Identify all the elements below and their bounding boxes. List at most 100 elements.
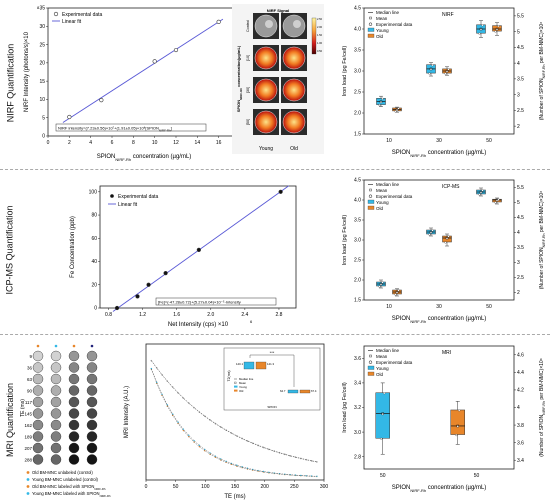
legend-label: Young BM-MNC unlabeled (control) bbox=[32, 477, 99, 482]
well-image bbox=[282, 46, 306, 70]
phantom-well bbox=[50, 396, 62, 408]
data-point bbox=[67, 114, 72, 120]
y-axis-label: Iron load (pg Fe/cell) bbox=[342, 46, 348, 97]
y2-tick-label: 2 bbox=[517, 290, 520, 296]
well-image bbox=[254, 110, 278, 134]
phantom-well bbox=[68, 385, 80, 396]
y-tick-label: 3.5 bbox=[354, 218, 361, 224]
te-label: 207 bbox=[24, 446, 32, 451]
y-tick-label: 4.5 bbox=[354, 178, 361, 184]
phantom-well bbox=[50, 362, 62, 373]
x-tick-label: 0 bbox=[145, 484, 148, 490]
data-point bbox=[429, 68, 433, 71]
decay-point bbox=[268, 448, 270, 450]
inset-value: 140.1 bbox=[236, 362, 243, 366]
mri-image-panel: TE (ms) 9 36 63 90 117 145 162 189 207 288 Old BM… bbox=[20, 344, 111, 498]
row-label-icp: ICP-MS Quantification bbox=[2, 175, 18, 325]
data-point bbox=[152, 59, 157, 64]
phantom-well bbox=[32, 454, 44, 465]
y-tick-label: 3.2 bbox=[354, 405, 361, 411]
data-point bbox=[479, 191, 483, 194]
box bbox=[375, 392, 390, 439]
te-label: 36 bbox=[27, 365, 33, 370]
legend-label: Mean bbox=[376, 16, 388, 21]
y2-tick-label: 5 bbox=[517, 200, 520, 206]
data-point bbox=[444, 72, 447, 75]
y-tick-label: 2.0 bbox=[354, 278, 361, 284]
x-axis-label: SPIONNIRF-Rh concentration (µg/mL) bbox=[392, 150, 487, 158]
y2-tick-label: 3 bbox=[517, 260, 520, 266]
phantom-well bbox=[68, 408, 80, 419]
significance-label: *** bbox=[270, 350, 275, 355]
phantom-well bbox=[32, 362, 44, 373]
decay-point bbox=[273, 472, 275, 474]
phantom-well bbox=[50, 454, 62, 465]
inset-value: 64.7 bbox=[280, 389, 286, 393]
legend-point-icon bbox=[110, 194, 114, 198]
well-row-label: [50] bbox=[246, 119, 250, 125]
y-tick-label: 15 bbox=[39, 79, 45, 85]
data-point bbox=[428, 233, 431, 236]
y2-tick-label: 2 bbox=[517, 124, 520, 130]
x-tick-label: 12 bbox=[173, 140, 179, 146]
y2-axis-label: (Number of SPIONNIRF-Rh per BM-NMC)×10⁸ bbox=[539, 191, 546, 290]
scale-label: 2.00 bbox=[317, 25, 323, 29]
y2-tick-label: 4.4 bbox=[517, 370, 524, 376]
x-tick-label: 50 bbox=[486, 138, 492, 144]
inset-legend-label: Mean bbox=[239, 381, 246, 385]
decay-point bbox=[289, 454, 291, 457]
y2-tick-label: 4.5 bbox=[517, 45, 524, 51]
legend-label: Linear fit bbox=[62, 19, 82, 25]
phantom-well bbox=[32, 350, 44, 362]
decay-point bbox=[310, 475, 313, 477]
x-tick-label: 6 bbox=[111, 140, 114, 146]
x-tick-label: 16 bbox=[216, 140, 222, 146]
phantom-well bbox=[32, 385, 44, 396]
data-point bbox=[478, 193, 481, 196]
data-point bbox=[379, 283, 383, 286]
inset-legend-label: Young bbox=[239, 385, 247, 389]
legend-label: Mean bbox=[376, 188, 388, 193]
row-label-icp-text: ICP-MS Quantification bbox=[5, 205, 16, 295]
inset-young-lab-box bbox=[287, 389, 299, 394]
x-tick-label: 50 bbox=[173, 484, 179, 490]
inset-legend-icon bbox=[234, 385, 238, 388]
legend-icon bbox=[26, 471, 30, 474]
row-separator bbox=[0, 334, 550, 335]
legend-icon bbox=[367, 33, 375, 38]
row-label-nirf: NIRF Quantification bbox=[2, 8, 18, 158]
x-axis-label: TE (ms) bbox=[224, 494, 245, 500]
x-tick-label: 250 bbox=[290, 484, 299, 490]
y-tick-label: 100 bbox=[89, 190, 98, 196]
phantom-well bbox=[68, 454, 80, 465]
y-exponent: 8 bbox=[37, 5, 40, 10]
x-tick-label: 100 bbox=[201, 484, 210, 490]
x-tick-label: 150 bbox=[231, 484, 240, 490]
phantom-well bbox=[50, 419, 62, 431]
y-tick-label: 80 bbox=[91, 213, 97, 219]
te-label: 189 bbox=[24, 434, 32, 439]
data-point bbox=[481, 189, 484, 192]
x-tick-label: 10 bbox=[386, 138, 392, 144]
y2-tick-label: 5 bbox=[517, 29, 520, 35]
x-tick-label: 300 bbox=[320, 484, 329, 490]
decay-point bbox=[300, 474, 302, 477]
y-tick-label: 4.0 bbox=[354, 198, 361, 204]
data-point bbox=[447, 235, 450, 238]
y-tick-label: 10 bbox=[39, 97, 45, 103]
decay-point bbox=[262, 446, 265, 448]
data-point bbox=[447, 68, 450, 71]
x-tick-label: 50 bbox=[474, 473, 480, 479]
legend-label: Old BM-MNC labeled with SPIONNIRF-Rh bbox=[32, 484, 106, 491]
data-point bbox=[397, 107, 400, 110]
legend-label: Median line bbox=[376, 182, 400, 187]
data-point bbox=[278, 189, 283, 194]
scale-label: 0.50 bbox=[317, 49, 323, 53]
legend-label: Young bbox=[376, 28, 389, 33]
phantom-well bbox=[32, 431, 44, 442]
data-point bbox=[431, 229, 434, 232]
x-axis-label: Net Intensity (cps) ×10 bbox=[168, 322, 229, 328]
phantom-well bbox=[68, 442, 80, 454]
well-image bbox=[254, 46, 278, 70]
data-point bbox=[495, 28, 499, 31]
